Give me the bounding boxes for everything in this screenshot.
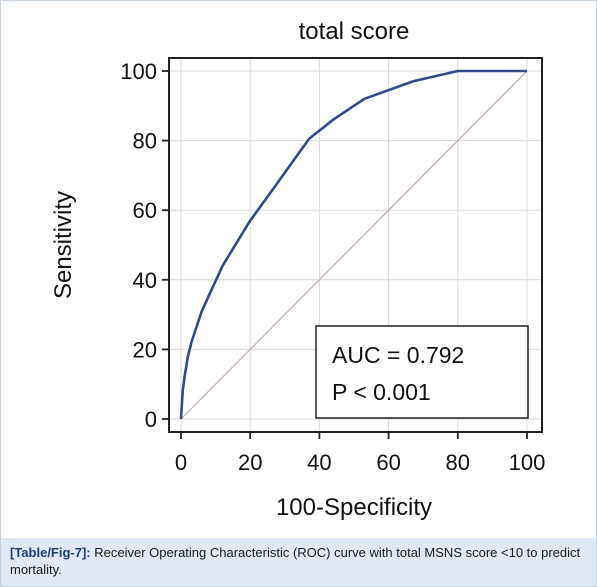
y-axis-title: Sensitivity — [50, 191, 77, 299]
x-tick-label-40: 40 — [307, 450, 331, 475]
y-tick-label-60: 60 — [133, 198, 157, 223]
chart-title: total score — [299, 18, 410, 45]
auc-label: AUC = 0.792 — [332, 342, 464, 368]
axis-ticks — [162, 70, 528, 439]
figure-caption: [Table/Fig-7]: Receiver Operating Charac… — [1, 538, 596, 586]
x-tick-label-20: 20 — [238, 450, 262, 475]
roc-curve-line — [179, 69, 527, 420]
caption-tag: [Table/Fig-7]: — [10, 545, 91, 560]
roc-chart: 0 20 40 60 80 100 0 20 40 60 80 100 AUC = 0.792 P <… — [50, 18, 545, 521]
tick-labels: 0 20 40 60 80 100 0 20 40 60 80 100 — [120, 59, 545, 475]
y-tick-label-0: 0 — [145, 407, 157, 432]
x-axis-title: 100-Specificity — [276, 494, 432, 521]
y-tick-label-100: 100 — [120, 59, 157, 84]
x-tick-label-60: 60 — [376, 450, 400, 475]
p-value-label: P < 0.001 — [332, 379, 431, 405]
x-tick-label-0: 0 — [175, 450, 187, 475]
caption-text: Receiver Operating Characteristic (ROC) … — [10, 545, 581, 577]
x-tick-label-100: 100 — [509, 450, 546, 475]
auc-annotation-box: AUC = 0.792 P < 0.001 — [315, 325, 529, 419]
y-tick-label-80: 80 — [133, 129, 157, 154]
x-tick-label-80: 80 — [446, 450, 470, 475]
reference-diagonal-line — [180, 70, 528, 420]
y-tick-label-40: 40 — [133, 268, 157, 293]
grid-lines — [169, 58, 542, 432]
plot-frame — [168, 57, 543, 433]
y-tick-label-20: 20 — [133, 337, 157, 362]
